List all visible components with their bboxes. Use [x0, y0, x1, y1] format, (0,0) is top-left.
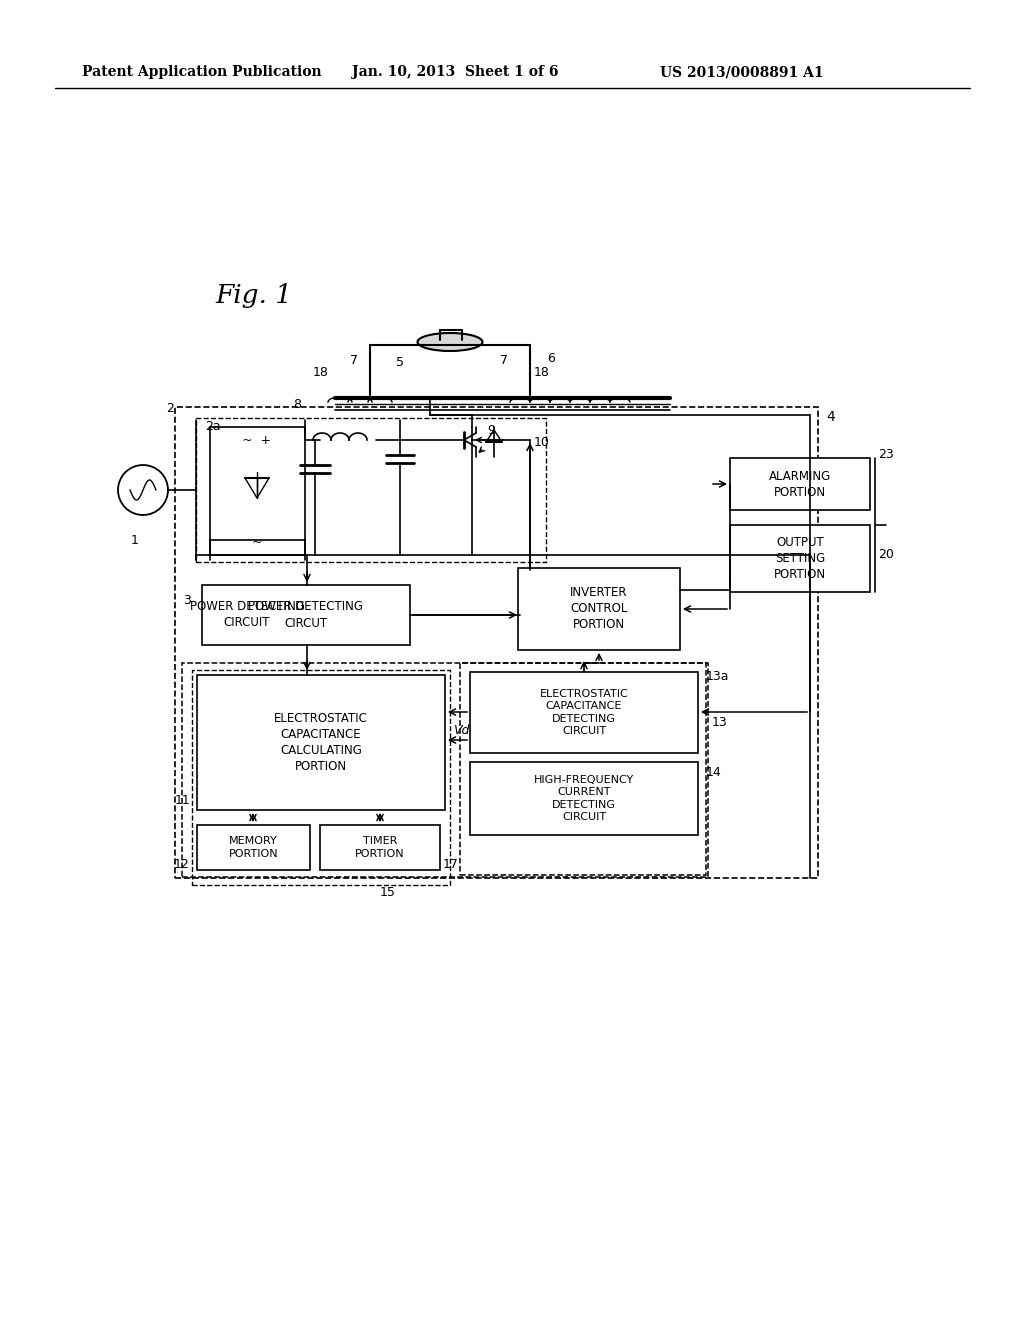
Text: Vd: Vd	[453, 723, 469, 737]
Bar	[175, 407, 818, 878]
Text: 15: 15	[380, 886, 396, 899]
Bar	[197, 825, 310, 870]
Ellipse shape	[418, 333, 482, 351]
Text: 18: 18	[534, 367, 550, 380]
Text: ~: ~	[252, 536, 262, 549]
Text: 9: 9	[487, 424, 495, 437]
Text: 18: 18	[313, 367, 329, 380]
Polygon shape	[486, 430, 502, 442]
Bar	[518, 568, 680, 649]
Text: 12: 12	[174, 858, 189, 871]
Polygon shape	[245, 478, 269, 498]
Text: 17: 17	[443, 858, 459, 871]
Text: OUTPUT
SETTING
PORTION: OUTPUT SETTING PORTION	[774, 536, 826, 581]
Text: HIGH-FREQUENCY
CURRENT
DETECTING
CIRCUIT: HIGH-FREQUENCY CURRENT DETECTING CIRCUIT	[534, 775, 634, 822]
Bar	[470, 672, 698, 752]
Bar	[202, 585, 410, 645]
Text: 2: 2	[166, 401, 174, 414]
Text: POWER DETECTING
CIRCUT: POWER DETECTING CIRCUT	[249, 601, 364, 630]
Text: MEMORY
PORTION: MEMORY PORTION	[228, 837, 279, 859]
Bar	[470, 762, 698, 836]
Bar	[319, 825, 440, 870]
Text: 7: 7	[500, 354, 508, 367]
Text: INVERTER
CONTROL
PORTION: INVERTER CONTROL PORTION	[570, 586, 628, 631]
Text: 11: 11	[175, 793, 190, 807]
Bar	[193, 671, 450, 884]
Text: TIMER
PORTION: TIMER PORTION	[355, 837, 404, 859]
Text: POWER DETECTING
CIRCUIT: POWER DETECTING CIRCUIT	[189, 601, 304, 630]
Text: Jan. 10, 2013  Sheet 1 of 6: Jan. 10, 2013 Sheet 1 of 6	[352, 65, 558, 79]
Text: 3: 3	[183, 594, 190, 606]
Bar	[460, 663, 706, 875]
Text: 7: 7	[350, 354, 358, 367]
Text: 13: 13	[712, 717, 728, 730]
Text: ALARMING
PORTION: ALARMING PORTION	[769, 470, 831, 499]
Text: Patent Application Publication: Patent Application Publication	[82, 65, 322, 79]
Text: US 2013/0008891 A1: US 2013/0008891 A1	[660, 65, 823, 79]
Bar	[197, 675, 445, 810]
Text: 10: 10	[534, 436, 550, 449]
Bar	[730, 525, 870, 591]
Text: 4: 4	[826, 411, 835, 424]
Bar	[182, 663, 708, 876]
Text: Fig. 1: Fig. 1	[215, 282, 292, 308]
Text: 13a: 13a	[706, 671, 729, 684]
Text: ELECTROSTATIC
CAPACITANCE
DETECTING
CIRCUIT: ELECTROSTATIC CAPACITANCE DETECTING CIRC…	[540, 689, 629, 737]
Text: 1: 1	[131, 533, 139, 546]
Text: 14: 14	[706, 766, 722, 779]
Text: 20: 20	[878, 549, 894, 561]
Text: 5: 5	[396, 356, 404, 370]
Text: ELECTROSTATIC
CAPACITANCE
CALCULATING
PORTION: ELECTROSTATIC CAPACITANCE CALCULATING PO…	[274, 711, 368, 774]
Bar	[730, 458, 870, 510]
Text: 8: 8	[293, 399, 301, 412]
Text: 2a: 2a	[205, 420, 220, 433]
Bar	[196, 418, 546, 562]
Text: 23: 23	[878, 449, 894, 462]
Text: ~  +: ~ +	[243, 433, 271, 446]
Text: 6: 6	[547, 351, 555, 364]
Bar	[210, 426, 305, 554]
